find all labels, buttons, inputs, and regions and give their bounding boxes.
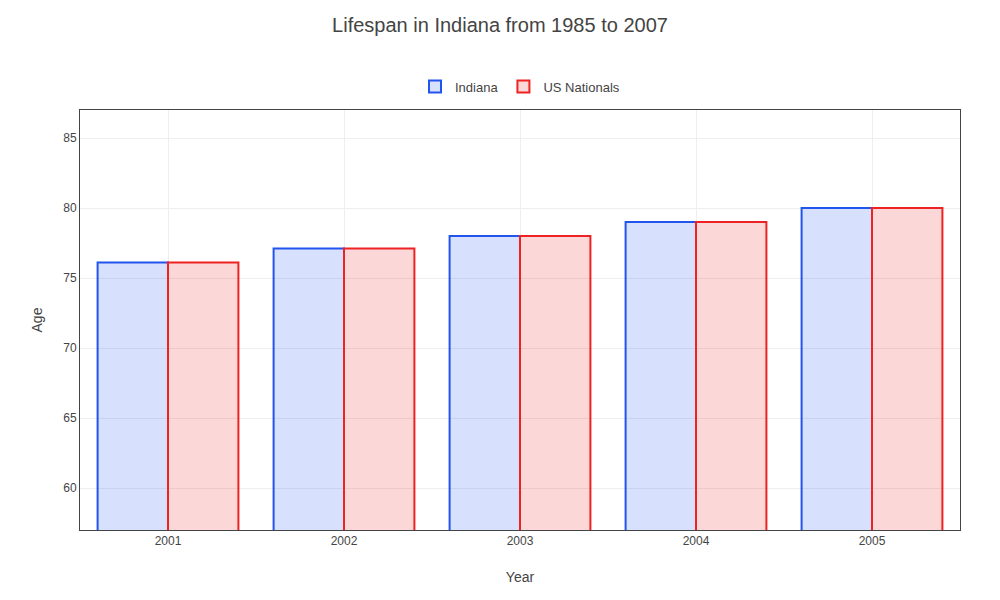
- svg-text:65: 65: [63, 411, 77, 425]
- svg-text:2002: 2002: [331, 534, 358, 548]
- svg-text:2005: 2005: [859, 534, 886, 548]
- svg-text:80: 80: [63, 201, 77, 215]
- svg-text:70: 70: [63, 341, 77, 355]
- svg-text:2001: 2001: [155, 534, 182, 548]
- svg-text:2004: 2004: [683, 534, 710, 548]
- svg-text:85: 85: [63, 131, 77, 145]
- svg-text:US Nationals: US Nationals: [543, 80, 619, 95]
- svg-text:2003: 2003: [507, 534, 534, 548]
- svg-text:60: 60: [63, 481, 77, 495]
- svg-text:Year: Year: [506, 569, 535, 585]
- svg-text:Lifespan in Indiana from 1985: Lifespan in Indiana from 1985 to 2007: [332, 14, 668, 36]
- svg-text:75: 75: [63, 271, 77, 285]
- svg-text:Indiana: Indiana: [455, 80, 498, 95]
- svg-text:Age: Age: [29, 307, 45, 332]
